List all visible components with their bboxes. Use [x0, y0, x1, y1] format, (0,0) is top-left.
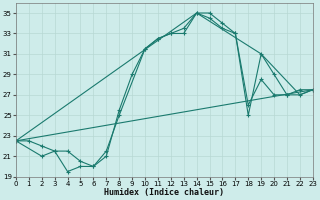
X-axis label: Humidex (Indice chaleur): Humidex (Indice chaleur): [104, 188, 224, 197]
